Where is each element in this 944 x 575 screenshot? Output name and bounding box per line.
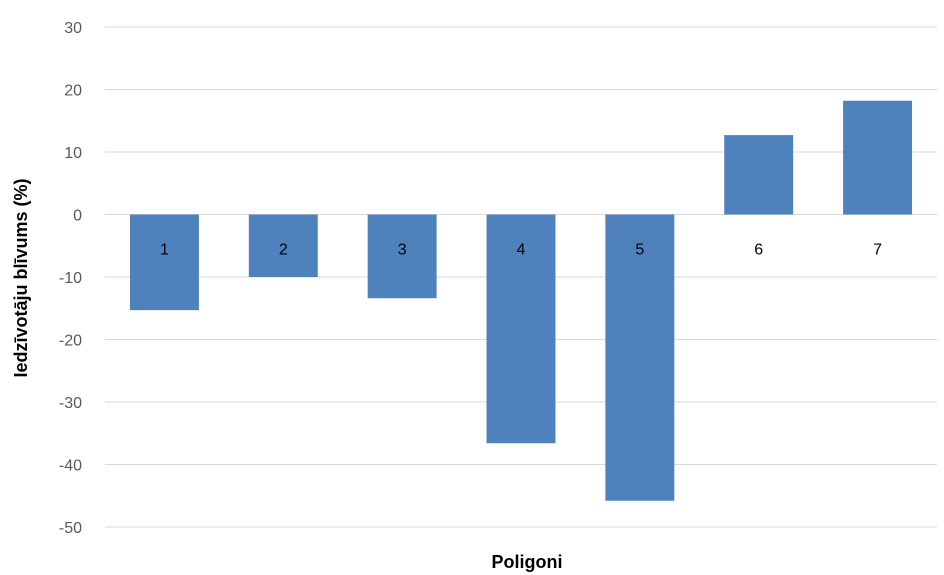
x-axis-title: Poligoni bbox=[492, 552, 563, 572]
category-label: 1 bbox=[160, 242, 169, 259]
y-axis-tick-labels: -50 -40 -30 -20 -10 0 10 20 30 bbox=[59, 20, 82, 537]
y-tick-label: -10 bbox=[59, 270, 82, 287]
category-label: 7 bbox=[873, 242, 882, 259]
bar bbox=[248, 214, 318, 277]
y-tick-label: 10 bbox=[64, 145, 82, 162]
y-axis-title: Iedzīvotāju blīvums (%) bbox=[11, 178, 31, 377]
category-label: 6 bbox=[754, 242, 763, 259]
bar bbox=[724, 135, 794, 215]
category-label: 4 bbox=[517, 242, 526, 259]
y-tick-label: -40 bbox=[59, 458, 82, 475]
y-tick-label: 30 bbox=[64, 20, 82, 37]
y-tick-label: -50 bbox=[59, 520, 82, 537]
y-tick-label: -20 bbox=[59, 333, 82, 350]
bars bbox=[129, 100, 913, 501]
bar bbox=[486, 214, 556, 444]
bar bbox=[129, 214, 199, 311]
y-tick-label: 0 bbox=[73, 208, 82, 225]
bar bbox=[605, 214, 675, 501]
y-tick-label: -30 bbox=[59, 395, 82, 412]
bar bbox=[367, 214, 437, 299]
y-tick-label: 20 bbox=[64, 83, 82, 100]
category-label: 5 bbox=[635, 242, 644, 259]
category-label: 3 bbox=[398, 242, 407, 259]
category-labels: 1 2 3 4 5 6 7 bbox=[160, 242, 882, 259]
bar bbox=[843, 100, 913, 215]
category-label: 2 bbox=[279, 242, 288, 259]
